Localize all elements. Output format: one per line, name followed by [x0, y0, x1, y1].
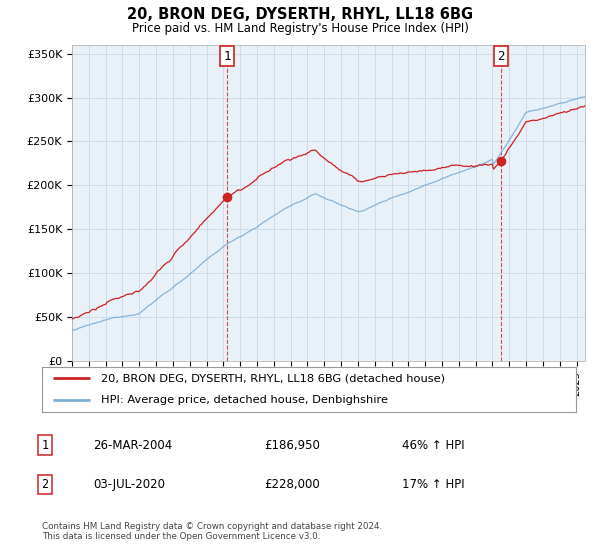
Text: 17% ↑ HPI: 17% ↑ HPI: [402, 478, 464, 491]
Text: £186,950: £186,950: [264, 438, 320, 452]
Text: 03-JUL-2020: 03-JUL-2020: [93, 478, 165, 491]
Text: Contains HM Land Registry data © Crown copyright and database right 2024.
This d: Contains HM Land Registry data © Crown c…: [42, 522, 382, 542]
Text: Price paid vs. HM Land Registry's House Price Index (HPI): Price paid vs. HM Land Registry's House …: [131, 22, 469, 35]
Text: 2: 2: [41, 478, 49, 491]
Text: 20, BRON DEG, DYSERTH, RHYL, LL18 6BG: 20, BRON DEG, DYSERTH, RHYL, LL18 6BG: [127, 7, 473, 22]
Text: £228,000: £228,000: [264, 478, 320, 491]
Text: 46% ↑ HPI: 46% ↑ HPI: [402, 438, 464, 452]
Text: 2: 2: [497, 49, 505, 63]
Text: 1: 1: [41, 438, 49, 452]
Text: HPI: Average price, detached house, Denbighshire: HPI: Average price, detached house, Denb…: [101, 395, 388, 405]
Text: 20, BRON DEG, DYSERTH, RHYL, LL18 6BG (detached house): 20, BRON DEG, DYSERTH, RHYL, LL18 6BG (d…: [101, 374, 445, 384]
Text: 1: 1: [223, 49, 231, 63]
Text: 26-MAR-2004: 26-MAR-2004: [93, 438, 172, 452]
